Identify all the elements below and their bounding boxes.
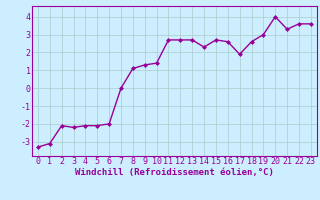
X-axis label: Windchill (Refroidissement éolien,°C): Windchill (Refroidissement éolien,°C) [75, 168, 274, 177]
